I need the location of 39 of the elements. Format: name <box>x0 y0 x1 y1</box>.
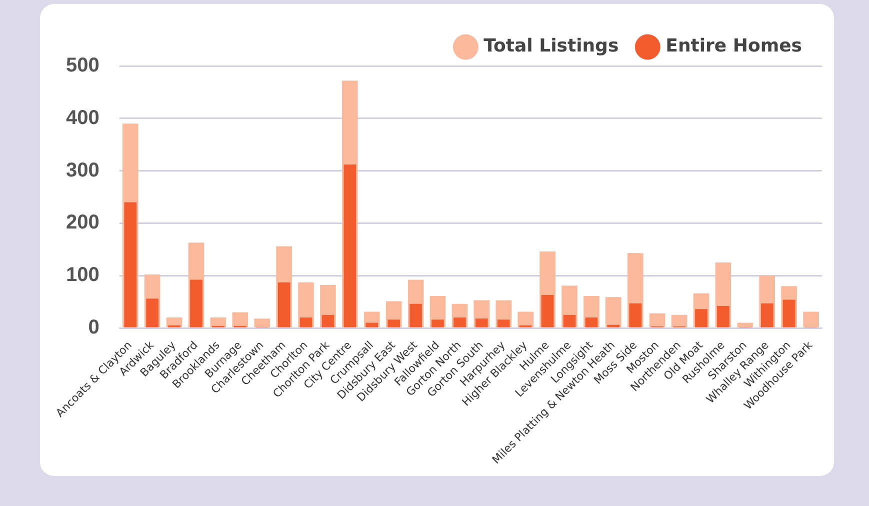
bar <box>541 295 554 328</box>
bar <box>300 318 312 328</box>
legend-label: Entire Homes <box>666 36 802 57</box>
y-tick-label: 100 <box>66 264 100 286</box>
bar <box>278 282 290 328</box>
bar <box>454 318 466 328</box>
bar <box>432 320 444 328</box>
legend-label: Total Listings <box>484 36 619 57</box>
bar <box>388 320 400 328</box>
y-tick-label: 0 <box>88 316 100 339</box>
bar <box>649 313 666 328</box>
bar <box>717 306 730 328</box>
bar <box>803 312 819 328</box>
y-tick-label: 500 <box>66 54 100 77</box>
bar <box>476 318 488 328</box>
bar <box>344 164 356 328</box>
bar <box>366 322 378 328</box>
y-tick-label: 400 <box>66 106 100 129</box>
bar <box>190 280 202 328</box>
y-tick-label: 300 <box>66 159 100 182</box>
bar <box>737 322 754 328</box>
bar <box>782 300 796 328</box>
bar <box>518 312 534 328</box>
bar <box>497 320 510 328</box>
bar <box>410 304 422 328</box>
bar <box>695 309 708 328</box>
bar <box>629 303 642 328</box>
bar <box>232 312 248 328</box>
bar <box>760 303 774 328</box>
y-tick-label: 200 <box>66 212 100 234</box>
bar <box>563 314 576 328</box>
bar <box>254 318 270 328</box>
bar <box>606 297 622 328</box>
bar <box>322 314 334 328</box>
bar <box>585 318 598 328</box>
bar <box>146 298 158 328</box>
bar <box>124 202 136 328</box>
bar <box>671 314 688 328</box>
bar <box>607 324 620 328</box>
